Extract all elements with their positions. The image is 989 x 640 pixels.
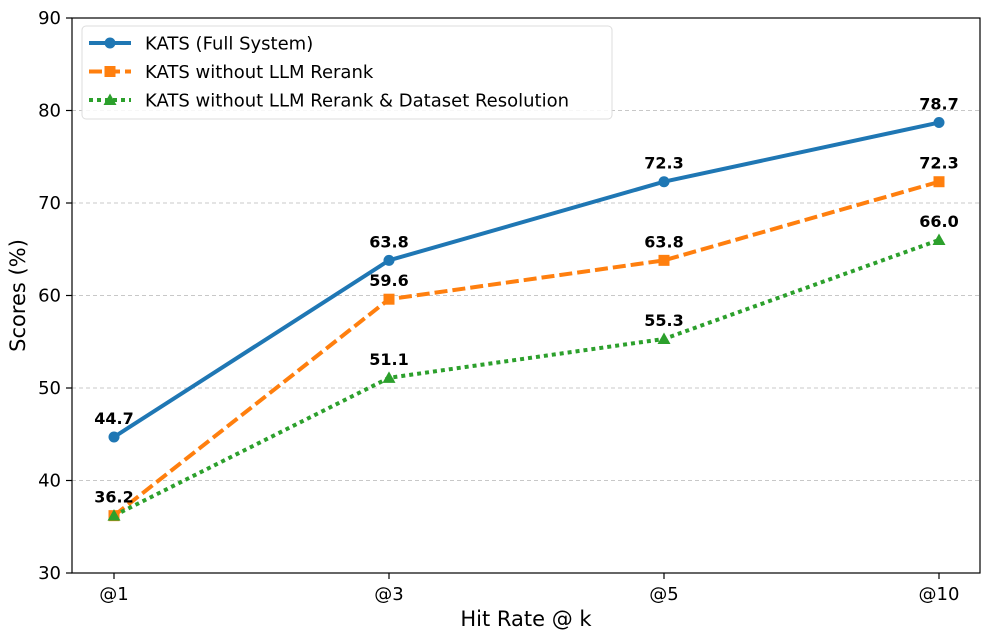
series-1-data-label: 72.3 bbox=[644, 154, 683, 173]
y-tick-label: 50 bbox=[38, 378, 61, 399]
y-tick-label: 70 bbox=[38, 193, 61, 214]
x-axis-title: Hit Rate @ k bbox=[460, 607, 592, 631]
series-1-data-label: 63.8 bbox=[369, 232, 408, 251]
y-tick-label: 40 bbox=[38, 471, 61, 492]
axes: 30 40 50 60 70 80 90 @1 @3 @5 @10 bbox=[38, 8, 959, 605]
series-3-data-label: 51.1 bbox=[369, 350, 408, 369]
series-line-2 bbox=[112, 179, 940, 518]
x-tick-label: @1 bbox=[99, 584, 128, 605]
legend-marker-1 bbox=[104, 37, 116, 49]
series-line-1 bbox=[112, 120, 940, 439]
series-3-point bbox=[107, 509, 121, 521]
legend-marker-3 bbox=[103, 93, 117, 105]
series-1-data-label: 44.7 bbox=[94, 409, 133, 428]
y-tick-label: 30 bbox=[38, 563, 61, 584]
legend-box bbox=[81, 25, 613, 120]
series-layer bbox=[107, 117, 946, 522]
y-axis-title: Scores (%) bbox=[6, 239, 30, 352]
grid bbox=[72, 110, 980, 481]
series-2-point bbox=[658, 254, 670, 266]
data-labels: 44.7 63.8 72.3 78.7 36.2 59.6 63.8 72.3 51.1 55.3… bbox=[94, 95, 958, 507]
series-2-data-label: 36.2 bbox=[94, 488, 133, 507]
legend-marker-2 bbox=[104, 66, 116, 77]
y-tick-label: 80 bbox=[38, 101, 61, 122]
series-1-point bbox=[383, 254, 395, 266]
x-tick-label: @3 bbox=[374, 584, 403, 605]
series-3-data-label: 66.0 bbox=[919, 212, 958, 231]
series-2-point bbox=[383, 293, 395, 305]
series-2-data-label: 63.8 bbox=[644, 232, 683, 251]
y-tick-label: 60 bbox=[38, 286, 61, 307]
legend-label-2: KATS without LLM Rerank bbox=[145, 62, 374, 83]
series-3-point bbox=[657, 332, 671, 344]
series-line-3 bbox=[113, 238, 940, 518]
series-1-point bbox=[933, 117, 945, 129]
series-1-point bbox=[658, 176, 670, 188]
series-3-point bbox=[932, 233, 946, 245]
legend-label-1: KATS (Full System) bbox=[145, 34, 313, 55]
series-1-point bbox=[108, 431, 120, 443]
x-tick-label: @10 bbox=[919, 584, 960, 605]
legend: KATS (Full System) KATS without LLM Reran… bbox=[81, 25, 613, 120]
series-2-point bbox=[933, 176, 945, 188]
series-3-point bbox=[382, 371, 396, 383]
y-tick-label: 90 bbox=[38, 8, 61, 29]
series-3-data-label: 55.3 bbox=[644, 311, 683, 330]
x-tick-label: @5 bbox=[649, 584, 678, 605]
series-2-data-label: 72.3 bbox=[919, 154, 958, 173]
series-2-data-label: 59.6 bbox=[369, 271, 408, 290]
series-1-data-label: 78.7 bbox=[919, 95, 958, 114]
legend-label-3: KATS without LLM Rerank & Dataset Resolu… bbox=[145, 91, 569, 112]
